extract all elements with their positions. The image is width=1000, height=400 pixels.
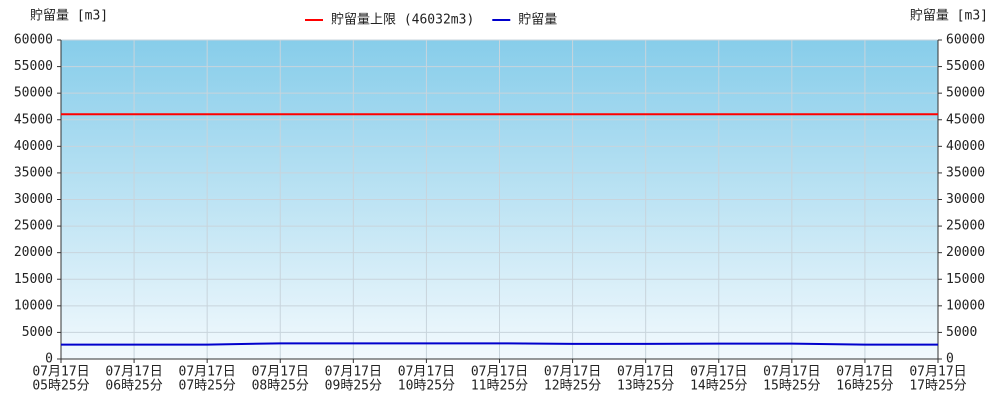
- x-tick-label: 17時25分: [909, 379, 966, 394]
- y-tick-label: 45000: [14, 112, 53, 127]
- x-tick-label: 07月17日: [105, 365, 162, 380]
- y2-tick-label: 25000: [946, 219, 985, 234]
- x-tick-label: 07月17日: [179, 365, 236, 380]
- x-tick-label: 06時25分: [105, 379, 162, 394]
- y-tick-label: 35000: [14, 165, 53, 180]
- y-tick-label: 40000: [14, 139, 53, 154]
- y-tick-label: 50000: [14, 86, 53, 101]
- y-tick-label: 60000: [14, 33, 53, 48]
- y-tick-label: 10000: [14, 298, 53, 313]
- y2-tick-label: 20000: [946, 245, 985, 260]
- y2-tick-label: 0: [946, 352, 954, 367]
- y2-tick-label: 15000: [946, 272, 985, 287]
- y-tick-label: 0: [45, 352, 53, 367]
- x-tick-label: 16時25分: [836, 379, 893, 394]
- y-tick-label: 20000: [14, 245, 53, 260]
- y2-tick-label: 40000: [946, 139, 985, 154]
- x-tick-label: 07月17日: [398, 365, 455, 380]
- x-tick-label: 07時25分: [179, 379, 236, 394]
- x-tick-label: 10時25分: [398, 379, 455, 394]
- y2-tick-label: 5000: [946, 325, 977, 340]
- y2-tick-label: 45000: [946, 112, 985, 127]
- x-tick-label: 08時25分: [252, 379, 309, 394]
- x-tick-label: 05時25分: [32, 379, 89, 394]
- x-tick-label: 14時25分: [690, 379, 747, 394]
- x-tick-label: 07月17日: [763, 365, 820, 380]
- y2-tick-label: 35000: [946, 165, 985, 180]
- y2-axis-title: 貯留量 [m3]: [910, 9, 988, 24]
- y2-tick-label: 55000: [946, 59, 985, 74]
- x-tick-label: 09時25分: [325, 379, 382, 394]
- legend-label: 貯留量: [518, 13, 557, 28]
- x-tick-label: 07月17日: [909, 365, 966, 380]
- legend-label: 貯留量上限 (46032m3): [331, 13, 474, 28]
- x-tick-label: 11時25分: [471, 379, 528, 394]
- y2-tick-label: 60000: [946, 33, 985, 48]
- y-tick-label: 55000: [14, 59, 53, 74]
- x-tick-label: 07月17日: [325, 365, 382, 380]
- y-tick-label: 25000: [14, 219, 53, 234]
- y-tick-label: 30000: [14, 192, 53, 207]
- series-line: [61, 342, 938, 346]
- x-tick-label: 12時25分: [544, 379, 601, 394]
- y-tick-label: 15000: [14, 272, 53, 287]
- y2-tick-label: 30000: [946, 192, 985, 207]
- x-tick-label: 07月17日: [690, 365, 747, 380]
- y2-tick-label: 50000: [946, 86, 985, 101]
- y-tick-label: 5000: [22, 325, 53, 340]
- x-tick-label: 07月17日: [252, 365, 309, 380]
- x-tick-label: 07月17日: [544, 365, 601, 380]
- x-tick-label: 13時25分: [617, 379, 674, 394]
- x-tick-label: 07月17日: [836, 365, 893, 380]
- y-axis-title: 貯留量 [m3]: [30, 9, 108, 24]
- x-tick-label: 15時25分: [763, 379, 820, 394]
- x-tick-label: 07月17日: [617, 365, 674, 380]
- y2-tick-label: 10000: [946, 298, 985, 313]
- x-tick-label: 07月17日: [471, 365, 528, 380]
- x-tick-label: 07月17日: [32, 365, 89, 380]
